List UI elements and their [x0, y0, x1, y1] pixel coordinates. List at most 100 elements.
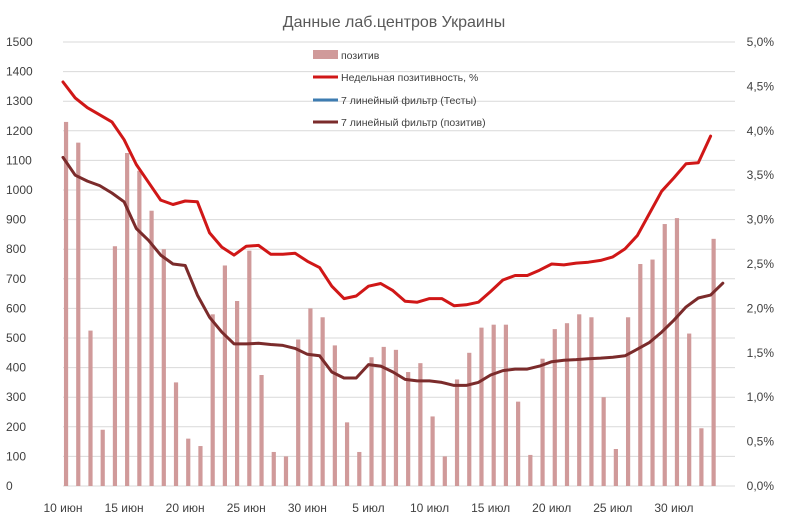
- bar-pozitiv: [577, 314, 582, 486]
- line-positivity: [61, 80, 713, 308]
- x-tick-label: 5 июл: [352, 501, 384, 515]
- legend-label-filter-tests: 7 линейный фильтр (Тесты): [341, 95, 477, 107]
- x-tick-label: 20 июн: [166, 501, 205, 515]
- bar-pozitiv: [430, 416, 435, 486]
- chart-title: Данные лаб.центров Украины: [283, 14, 505, 31]
- y-left-tick-label: 1400: [6, 65, 33, 79]
- y-right-tick-label: 3,5%: [747, 168, 775, 182]
- lines: [61, 80, 725, 387]
- bar-pozitiv: [173, 382, 179, 486]
- x-axis: 10 июн 15 июн 20 июн 25 июн 30 июн 5 июл 10 ию…: [43, 501, 693, 515]
- bar-pozitiv: [222, 265, 227, 486]
- y-left-tick-label: 100: [6, 449, 26, 463]
- bar-pozitiv: [112, 246, 118, 486]
- y-left-tick-label: 0: [6, 479, 13, 493]
- bar-pozitiv: [625, 317, 631, 486]
- right-axis: 0,0% 0,5% 1,0% 1,5% 2,0% 2,5% 3,0% 3,5% 4,0% 4,5%…: [747, 35, 775, 493]
- bar-pozitiv: [552, 329, 557, 486]
- bar-pozitiv: [601, 397, 606, 486]
- bar-pozitiv: [344, 422, 350, 486]
- bar-pozitiv: [687, 333, 692, 486]
- y-right-tick-label: 4,0%: [747, 124, 775, 138]
- bar-pozitiv: [235, 301, 240, 486]
- bar-pozitiv: [369, 357, 374, 486]
- y-right-tick-label: 3,0%: [747, 213, 775, 227]
- x-tick-label: 15 июл: [471, 501, 510, 515]
- y-left-tick-label: 1100: [6, 153, 32, 167]
- bar-pozitiv: [699, 428, 704, 486]
- bar-pozitiv: [247, 250, 252, 486]
- legend-swatch-pozitiv: [313, 50, 338, 59]
- bar-pozitiv: [296, 339, 301, 486]
- bar-pozitiv: [125, 153, 130, 486]
- bar-pozitiv: [271, 451, 276, 486]
- bar-pozitiv: [540, 358, 545, 486]
- bar-pozitiv: [638, 264, 643, 486]
- bar-pozitiv: [283, 456, 289, 486]
- y-right-tick-label: 2,5%: [747, 257, 775, 271]
- bar-pozitiv: [357, 451, 362, 486]
- y-left-tick-label: 1500: [6, 35, 33, 49]
- legend-label-pozitiv: позитив: [341, 50, 380, 62]
- bar-pozitiv: [63, 121, 69, 487]
- bar-pozitiv: [613, 449, 618, 486]
- y-right-tick-label: 1,5%: [747, 346, 775, 360]
- bar-pozitiv: [491, 324, 496, 486]
- bar-pozitiv: [467, 352, 472, 486]
- x-tick-label: 25 июл: [593, 501, 632, 515]
- bar-pozitiv: [259, 375, 264, 486]
- y-left-tick-label: 200: [6, 420, 26, 434]
- bars: [63, 121, 716, 487]
- y-left-tick-label: 800: [6, 242, 26, 256]
- x-tick-label: 25 июн: [227, 501, 266, 515]
- bar-pozitiv: [589, 317, 594, 486]
- left-axis: 0 100 200 300 400 500 600 700 800 900 1000 1100 1200…: [6, 35, 33, 493]
- line-filter-positive: [61, 155, 725, 387]
- bar-pozitiv: [210, 314, 215, 486]
- bar-pozitiv: [320, 317, 325, 486]
- y-right-tick-label: 0,5%: [747, 435, 775, 449]
- y-left-tick-label: 1000: [6, 183, 33, 197]
- x-tick-label: 10 июл: [410, 501, 449, 515]
- bar-pozitiv: [393, 349, 399, 486]
- x-tick-label: 20 июл: [532, 501, 571, 515]
- bar-pozitiv: [198, 446, 203, 486]
- bar-pozitiv: [161, 249, 166, 486]
- y-left-tick-label: 500: [6, 331, 26, 345]
- bar-pozitiv: [650, 259, 655, 486]
- bar-pozitiv: [528, 454, 533, 486]
- x-tick-label: 30 июл: [654, 501, 693, 515]
- y-right-tick-label: 5,0%: [747, 35, 775, 49]
- bar-pozitiv: [662, 224, 667, 487]
- y-left-tick-label: 700: [6, 272, 26, 286]
- x-tick-label: 15 июн: [105, 501, 144, 515]
- bar-pozitiv: [100, 429, 105, 486]
- bar-pozitiv: [332, 345, 337, 486]
- bar-pozitiv: [88, 330, 93, 486]
- x-tick-label: 10 июн: [43, 501, 82, 515]
- y-right-tick-label: 4,5%: [747, 79, 775, 93]
- y-left-tick-label: 400: [6, 361, 26, 375]
- bar-pozitiv: [76, 142, 81, 486]
- y-left-tick-label: 1300: [6, 94, 33, 108]
- x-tick-label: 30 июн: [288, 501, 327, 515]
- bar-pozitiv: [308, 308, 313, 486]
- legend-label-filter-positive: 7 линейный фильтр (позитив): [341, 117, 486, 129]
- y-right-tick-label: 1,0%: [747, 390, 775, 404]
- y-left-tick-label: 600: [6, 301, 26, 315]
- y-left-tick-label: 1200: [6, 124, 33, 138]
- bar-pozitiv: [503, 324, 509, 486]
- bar-pozitiv: [381, 346, 386, 486]
- gridlines: [63, 41, 735, 487]
- bar-pozitiv: [418, 363, 423, 486]
- y-right-tick-label: 2,0%: [747, 301, 775, 315]
- bar-pozitiv: [406, 372, 411, 486]
- legend-label-positivity: Недельная позитивность, %: [341, 72, 478, 84]
- bar-pozitiv: [479, 327, 484, 486]
- bar-pozitiv: [137, 170, 142, 486]
- bar-pozitiv: [149, 210, 154, 486]
- bar-pozitiv: [516, 401, 521, 486]
- bar-pozitiv: [186, 438, 191, 486]
- y-left-tick-label: 900: [6, 213, 26, 227]
